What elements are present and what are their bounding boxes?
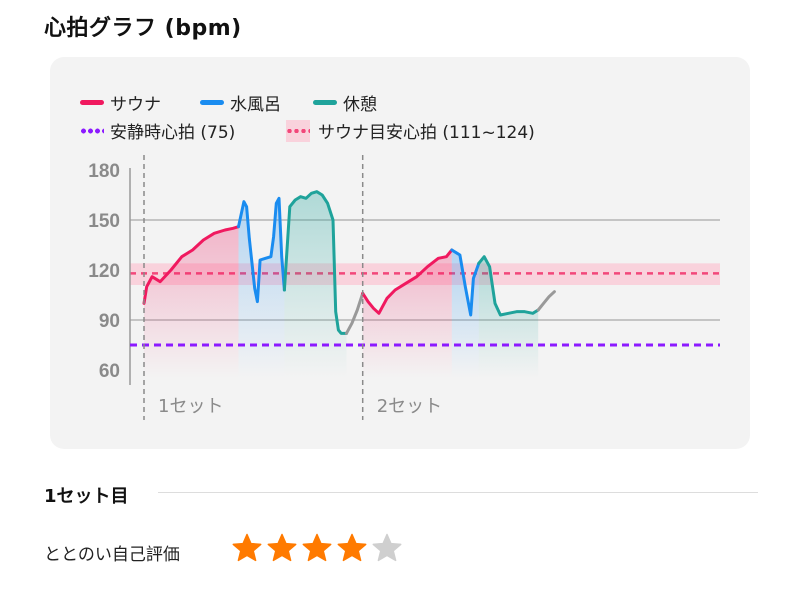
star-filled-icon[interactable] <box>302 533 332 563</box>
legend-swatch-sauna <box>80 100 104 105</box>
y-tick-label-60: 60 <box>99 361 120 382</box>
legend-swatch-rest <box>313 100 337 105</box>
set-label-2: 2セット <box>377 396 442 417</box>
series-line-sauna-4 <box>361 248 454 315</box>
series-line-water-1 <box>237 196 286 304</box>
series-line-rest-6 <box>477 255 540 317</box>
legend-item-target-band: サウナ目安心拍 (111~124) <box>286 118 535 143</box>
set-label-1: 1セット <box>158 396 223 417</box>
series-line-sauna-0 <box>142 225 240 305</box>
rating-label: ととのい自己評価 <box>44 545 180 565</box>
legend-swatch-resting-hr <box>80 127 104 134</box>
star-empty-icon[interactable] <box>372 533 402 563</box>
series-line-transition-7 <box>536 290 556 312</box>
series-line-rest-2 <box>282 190 348 335</box>
star-filled-icon[interactable] <box>267 533 297 563</box>
series-line-water-5 <box>450 248 481 317</box>
series-area-rest-2 <box>284 191 347 378</box>
series-line-transition-3 <box>345 291 365 335</box>
y-tick-label-180: 180 <box>88 161 120 182</box>
legend-label-resting-hr: 安静時心拍 (75) <box>110 123 236 143</box>
set-section-title: 1セット目 <box>44 486 129 507</box>
legend-swatch-target-band <box>286 119 310 142</box>
series-area-water-1 <box>238 198 285 378</box>
legend-item-water-bath: 水風呂 <box>200 90 281 115</box>
star-filled-icon[interactable] <box>337 533 367 563</box>
legend-label-target-band: サウナ目安心拍 (111~124) <box>318 123 535 143</box>
section-divider <box>158 492 758 493</box>
legend-item-rest: 休憩 <box>313 90 377 115</box>
series-area-rest-6 <box>478 256 539 378</box>
legend-label-rest: 休憩 <box>343 95 377 115</box>
y-tick-label-150: 150 <box>88 211 120 232</box>
legend-label-water-bath: 水風呂 <box>230 95 281 115</box>
y-tick-label-90: 90 <box>99 311 120 332</box>
y-tick-label-120: 120 <box>88 261 120 282</box>
heart-rate-chart-card <box>50 57 750 449</box>
legend-label-sauna: サウナ <box>110 95 161 115</box>
series-area-sauna-0 <box>144 226 239 378</box>
legend-swatch-water-bath <box>200 100 224 105</box>
page-title: 心拍グラフ (bpm) <box>44 16 242 41</box>
star-filled-icon[interactable] <box>232 533 262 563</box>
legend-item-resting-hr: 安静時心拍 (75) <box>80 118 235 143</box>
rating-stars[interactable] <box>232 533 402 563</box>
legend-item-sauna: サウナ <box>80 90 161 115</box>
